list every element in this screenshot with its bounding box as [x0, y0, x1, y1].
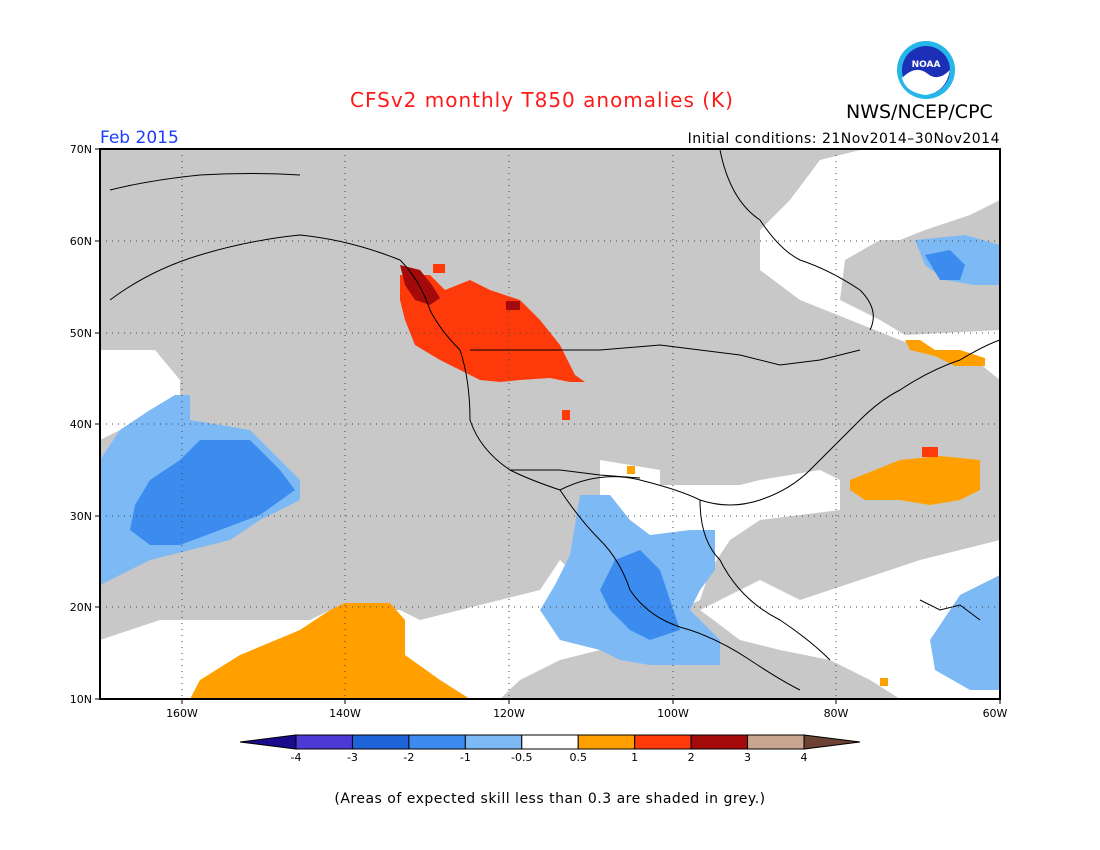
noaa-logo: NOAA	[897, 41, 955, 99]
orange-regions	[190, 340, 985, 699]
arctic-coast	[109, 173, 301, 191]
lon-label: 140W	[329, 707, 361, 720]
red-nw-canada	[400, 275, 585, 382]
lat-label: 20N	[70, 601, 92, 614]
lat-label: 40N	[70, 418, 92, 431]
legend-label: 1	[631, 751, 638, 764]
lat-label: 10N	[70, 693, 92, 706]
hudson-bay	[719, 149, 874, 331]
lat-label: 50N	[70, 327, 92, 340]
footnote: (Areas of expected skill less than 0.3 a…	[334, 791, 766, 807]
initial-conditions: Initial conditions: 21Nov2014–30Nov2014	[687, 131, 1000, 147]
tick-marks	[95, 148, 1001, 704]
blue-mexico	[600, 550, 680, 640]
legend-swatch	[690, 734, 749, 750]
legend-label: -0.5	[511, 751, 532, 764]
light-blue-carib	[930, 575, 1000, 690]
forecast-month: Feb 2015	[100, 128, 179, 148]
lat-label: 60N	[70, 235, 92, 248]
lon-label: 100W	[657, 707, 689, 720]
dark-red-bc	[400, 265, 440, 305]
pacific-coast	[109, 234, 801, 691]
coastlines	[109, 149, 1001, 691]
legend-swatch	[295, 734, 353, 750]
blue-labrador	[925, 250, 965, 280]
legend-swatch	[351, 734, 410, 750]
lon-label: 80W	[824, 707, 849, 720]
orange-carib	[880, 678, 888, 686]
white-ne-canada	[760, 150, 1000, 380]
legend-swatch	[634, 734, 692, 750]
chart-title: CFSv2 monthly T850 anomalies (K)	[350, 88, 734, 112]
white-caribbean	[700, 540, 1000, 699]
gridlines	[100, 149, 1000, 699]
blue-npac	[130, 440, 295, 545]
legend-swatch	[521, 734, 579, 750]
legend-label: 2	[688, 751, 695, 764]
orange-nm	[627, 466, 635, 474]
legend-label: 0.5	[569, 751, 587, 764]
legend-swatch	[747, 734, 805, 750]
legend-swatch	[464, 734, 523, 750]
lon-label: 120W	[493, 707, 525, 720]
us-mexico-border	[510, 469, 641, 479]
blue-regions	[130, 250, 965, 640]
legend-swatch-low	[239, 734, 297, 750]
red-atlantic	[922, 447, 938, 457]
orange-tropical-pac	[190, 603, 470, 699]
red-utah	[562, 410, 570, 420]
red-bc-spot	[433, 264, 445, 273]
legend-label: -2	[403, 751, 414, 764]
lat-label: 70N	[70, 143, 92, 156]
map-plot-area: 70N 60N 50N 40N 30N 20N 10N 160W 140W 12…	[70, 143, 1008, 720]
atlantic-coast	[559, 339, 1001, 506]
agency-label: NWS/NCEP/CPC	[846, 101, 993, 123]
dark-red-interior	[506, 301, 520, 310]
legend-label: -3	[347, 751, 358, 764]
orange-atlantic	[850, 456, 980, 505]
lon-labels: 160W 140W 120W 100W 80W 60W	[166, 707, 1007, 720]
legend-swatch	[408, 734, 466, 750]
caribbean-isles	[919, 599, 981, 621]
logo-text: NOAA	[912, 60, 941, 70]
legend-swatch	[577, 734, 636, 750]
legend-label: 3	[744, 751, 751, 764]
orange-gulf-stlawrence	[905, 340, 985, 366]
legend-swatch-high	[803, 734, 861, 750]
lat-label: 30N	[70, 510, 92, 523]
dark-red-regions	[400, 265, 520, 310]
white-npac	[100, 350, 180, 440]
gulf-coast	[699, 499, 831, 661]
legend-label: 4	[801, 751, 808, 764]
color-legend: -4 -3 -2 -1 -0.5 0.5 1 2 3 4	[239, 734, 861, 764]
lon-label: 160W	[166, 707, 198, 720]
lat-labels: 70N 60N 50N 40N 30N 20N 10N	[70, 143, 92, 706]
red-regions	[400, 264, 938, 457]
us-canada-border	[470, 344, 861, 366]
legend-label: -4	[291, 751, 302, 764]
lon-label: 60W	[983, 707, 1008, 720]
legend-label: -1	[460, 751, 471, 764]
